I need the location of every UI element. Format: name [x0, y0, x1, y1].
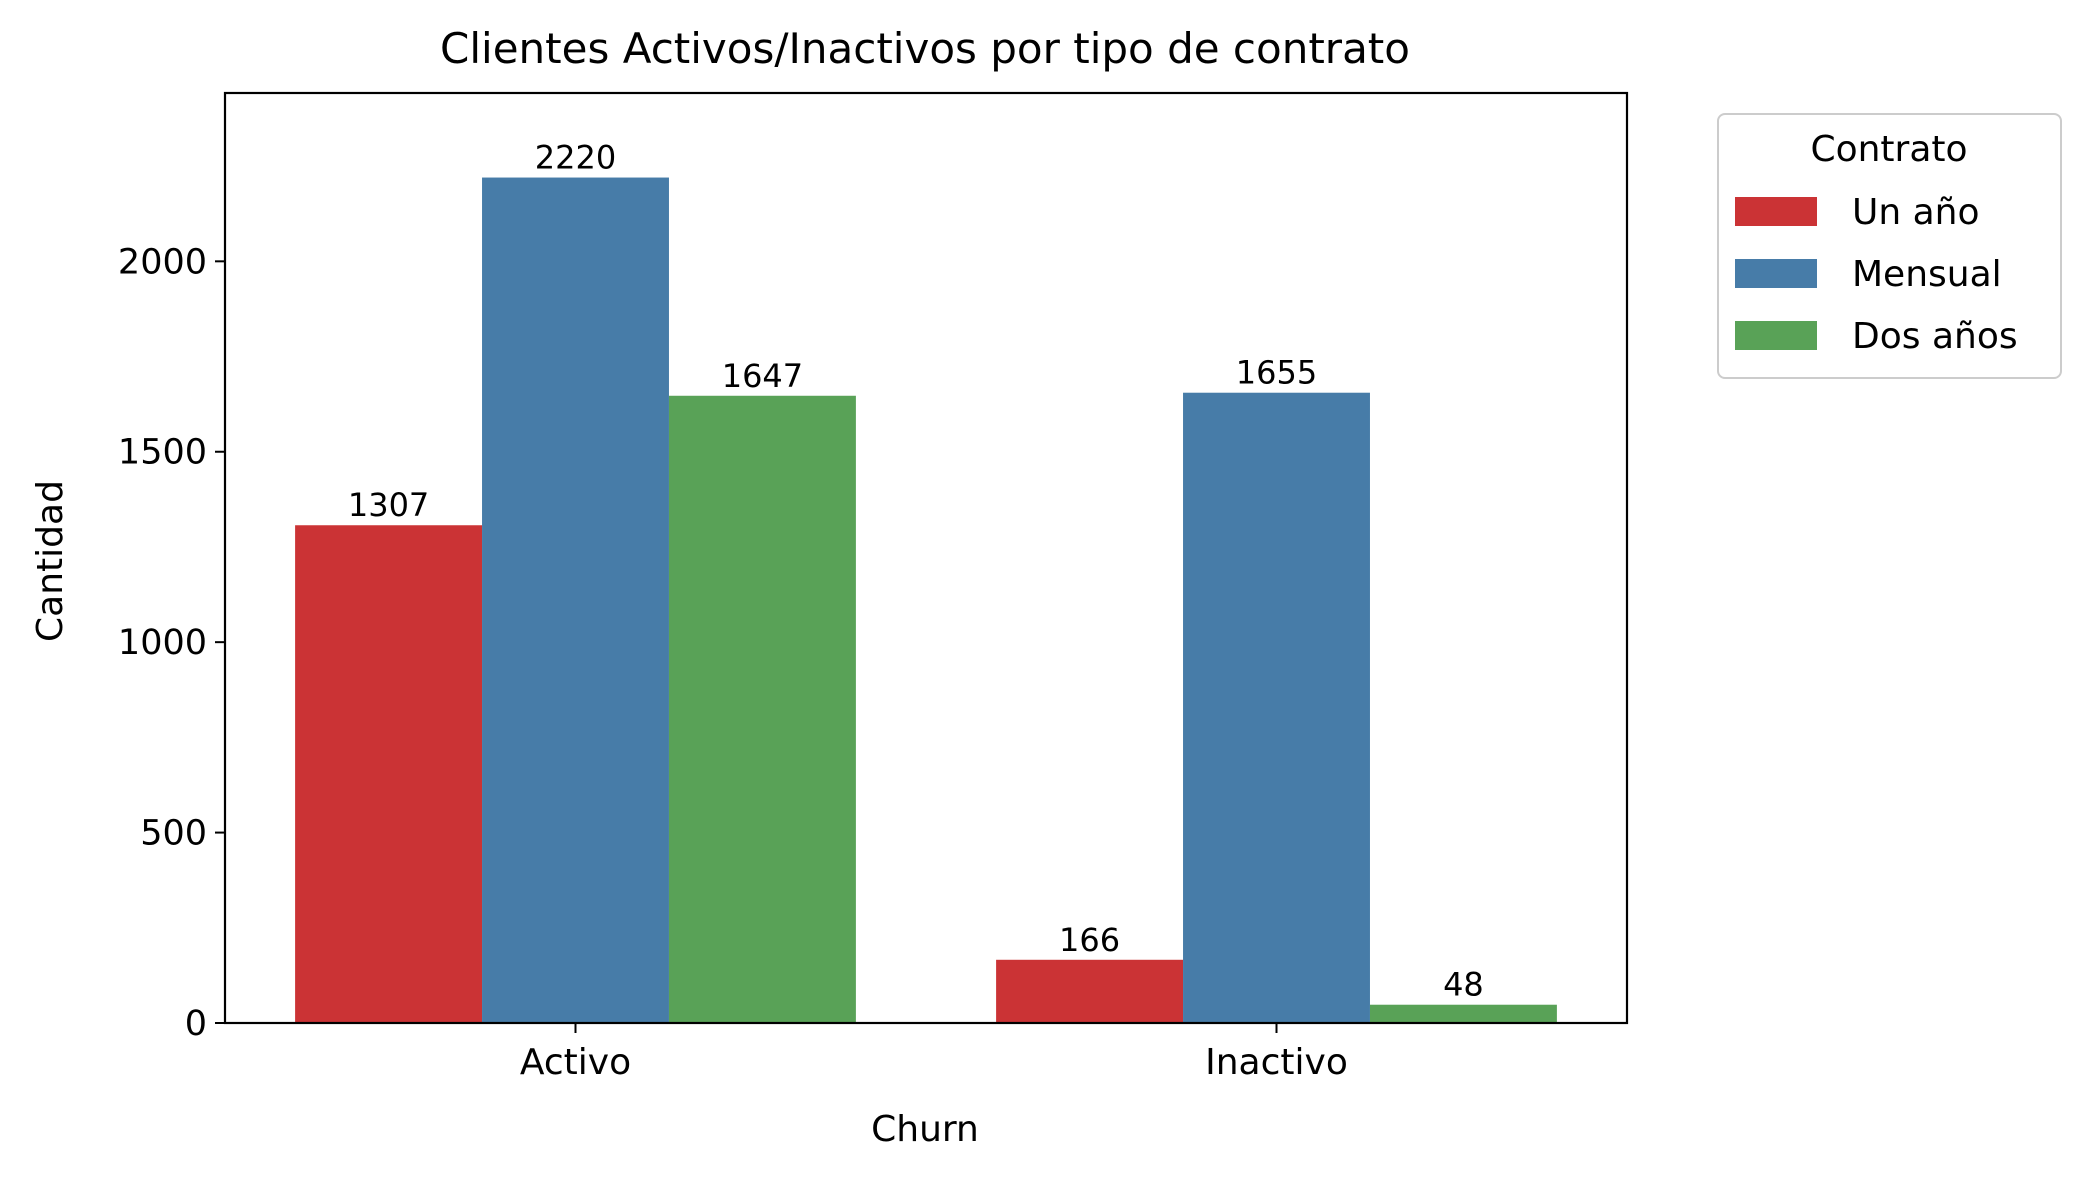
- bar-value-label: 1647: [722, 357, 803, 395]
- legend-swatch: [1735, 197, 1817, 226]
- bar-value-label: 166: [1059, 921, 1120, 959]
- chart-title: Clientes Activos/Inactivos por tipo de c…: [440, 24, 1410, 73]
- x-axis-label: Churn: [871, 1109, 979, 1150]
- bar-value-label: 1655: [1236, 354, 1317, 392]
- bar-value-label: 48: [1443, 966, 1484, 1004]
- y-tick-label: 0: [185, 1004, 207, 1044]
- legend-frame: [1717, 113, 2062, 379]
- plot-area-frame: [223, 91, 1629, 1025]
- bar-activo-0: [295, 525, 483, 1023]
- bars-group: [295, 177, 1557, 1024]
- y-axis-label: Cantidad: [30, 480, 71, 642]
- legend-label: Un año: [1852, 192, 1980, 233]
- y-tick-label: 1000: [118, 623, 207, 663]
- bar-activo-1: [482, 177, 669, 1023]
- bar-inactivo-1: [1183, 392, 1370, 1024]
- legend: Contrato Un año Mensual Dos años: [1717, 113, 2062, 379]
- bar-activo-2: [668, 395, 856, 1023]
- y-axis: 0 500 1000 1500 2000: [118, 242, 225, 1044]
- legend-items: Un año Mensual Dos años: [1735, 192, 2018, 357]
- legend-title: Contrato: [1810, 129, 1967, 170]
- y-tick-label: 500: [140, 814, 207, 854]
- bar-value-label: 1307: [348, 486, 429, 524]
- legend-swatch: [1735, 321, 1817, 350]
- x-tick-label: Activo: [520, 1042, 631, 1083]
- legend-swatch: [1735, 259, 1817, 288]
- legend-label: Mensual: [1852, 254, 2002, 295]
- x-axis: Activo Inactivo: [520, 1023, 1348, 1083]
- y-tick-label: 2000: [118, 242, 207, 282]
- bar-inactivo-2: [1369, 1004, 1557, 1023]
- y-tick-label: 1500: [118, 433, 207, 473]
- bar-value-label: 2220: [535, 139, 616, 177]
- bar-labels-group: 1307 2220 1647 166 1655 48: [348, 139, 1484, 1004]
- legend-label: Dos años: [1852, 316, 2018, 357]
- bar-inactivo-0: [996, 959, 1184, 1023]
- x-tick-label: Inactivo: [1205, 1042, 1348, 1083]
